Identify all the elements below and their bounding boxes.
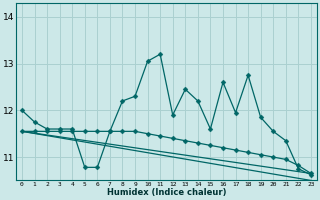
X-axis label: Humidex (Indice chaleur): Humidex (Indice chaleur)	[107, 188, 226, 197]
